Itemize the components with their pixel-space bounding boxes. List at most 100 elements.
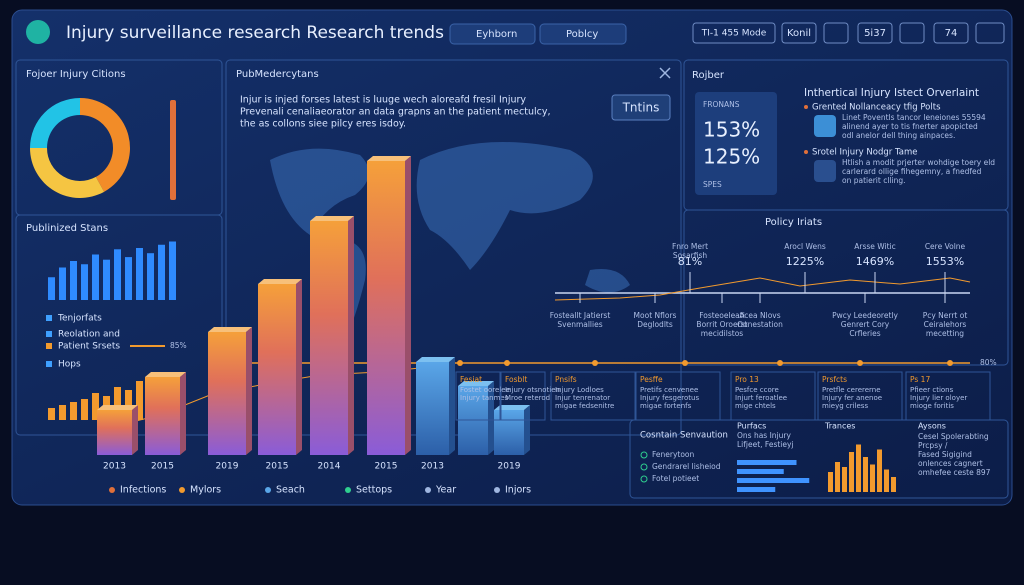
bar (92, 254, 99, 300)
bar-top (494, 405, 530, 410)
label: Deglodlts (637, 320, 673, 329)
timeline-dot (504, 360, 510, 366)
label: Ons has Injury (737, 431, 791, 440)
label: Policy Iriats (765, 217, 822, 228)
bar (125, 257, 132, 300)
icon-button[interactable] (975, 22, 1005, 44)
bar (48, 408, 55, 420)
panel (683, 209, 1009, 366)
bar (737, 487, 776, 492)
search-box[interactable] (449, 23, 536, 45)
label: Eyhborn (476, 29, 517, 40)
label: migae fedsenitre (555, 402, 614, 410)
bar (103, 259, 110, 300)
button[interactable] (781, 22, 817, 44)
bar (737, 460, 797, 465)
label: Pro 13 (735, 375, 759, 384)
label: SPES (703, 180, 722, 189)
label: Injury tanmes (460, 394, 509, 402)
bar (842, 467, 847, 492)
label: Fenerytoon (652, 450, 695, 459)
item-icon (814, 160, 836, 182)
label: carlerard ollige fihegemny, a fnedfed (842, 167, 982, 176)
label: Mroe reterod (505, 394, 550, 402)
bar (158, 244, 165, 300)
label: Pretfle cerererne (822, 386, 881, 394)
tab[interactable] (539, 23, 627, 45)
bar-side (449, 357, 455, 455)
bar (97, 410, 132, 455)
label: Prevenali cenaliaeorator an data grapns … (240, 107, 551, 118)
label: Fostet oorelee (460, 386, 510, 394)
list-dot (640, 475, 648, 483)
button[interactable] (857, 22, 893, 44)
bar (737, 469, 784, 474)
label: mioge foritis (910, 402, 954, 410)
card (550, 371, 636, 421)
label: Ps 17 (910, 375, 930, 384)
label: Rojber (692, 70, 725, 81)
icon-button[interactable] (823, 22, 849, 44)
label: 125% (703, 145, 760, 169)
label: Injury fer anenoe (822, 394, 882, 402)
label: 2015 (151, 462, 174, 472)
bar-side (405, 156, 411, 455)
bar (81, 399, 88, 420)
label: Pesffe (640, 375, 663, 384)
label: Mylors (190, 485, 221, 496)
label: Fosteallt Jatierst (550, 311, 611, 320)
button[interactable] (933, 22, 969, 44)
mode-box[interactable] (692, 22, 776, 44)
label: Cesel Spolerabting (918, 432, 989, 441)
card (817, 371, 903, 421)
bar (891, 477, 896, 492)
timeline-dot (592, 360, 598, 366)
label: Injury lier oloyer (910, 394, 967, 402)
label: Pcy Nerrt ot (923, 311, 968, 320)
bar (70, 261, 77, 300)
label: Seach (276, 485, 305, 496)
bar-top (208, 327, 252, 332)
label: Injury Lodloes (555, 386, 604, 394)
label: Patient Srsets (58, 342, 120, 352)
icon-button[interactable] (899, 22, 925, 44)
bar (884, 469, 889, 492)
label: Infections (120, 485, 166, 496)
label: mige chtels (735, 402, 776, 410)
label: Injurt feroatlee (735, 394, 787, 402)
label: Reolation and (58, 330, 120, 340)
label: Fased Sigigind (918, 450, 972, 459)
bar-side (296, 279, 302, 455)
label: Prcpsy / (918, 441, 948, 450)
card (905, 371, 991, 421)
trend-line (554, 277, 971, 301)
legend-swatch (46, 315, 52, 321)
label: alinend ayer to tis fnerter apopicted (842, 122, 978, 131)
item-dot (804, 105, 808, 109)
label: onlences cagnert (918, 459, 983, 468)
bar-side (488, 381, 494, 455)
close-icon[interactable] (659, 67, 671, 79)
label: Htlish a modit prjerter wohdige toery el… (842, 158, 995, 167)
donut-slice (29, 148, 105, 199)
label: Injury surveillance research Research tr… (66, 23, 444, 43)
label: Arocl Wens (784, 242, 826, 251)
label: 85% (170, 341, 187, 350)
bar (70, 402, 77, 420)
label: Ceiralehors (924, 320, 967, 329)
label: Fosblt (505, 375, 527, 384)
donut-slice (30, 98, 80, 148)
label: Tntins (622, 101, 660, 115)
button[interactable] (611, 94, 671, 121)
label: Tenjorfats (57, 314, 102, 324)
label: Pwcy Leedeoretly (832, 311, 898, 320)
item-icon (814, 115, 836, 137)
label: Fojoer Injury Citions (26, 69, 126, 80)
indicator (170, 100, 176, 200)
label: Inthertical Injury Istect Orverlaint (804, 87, 979, 99)
label: Srotel Injury Nodgr Tame (812, 148, 917, 158)
bar-top (310, 216, 354, 221)
label: Cere Volne (925, 242, 966, 251)
card (500, 371, 546, 421)
